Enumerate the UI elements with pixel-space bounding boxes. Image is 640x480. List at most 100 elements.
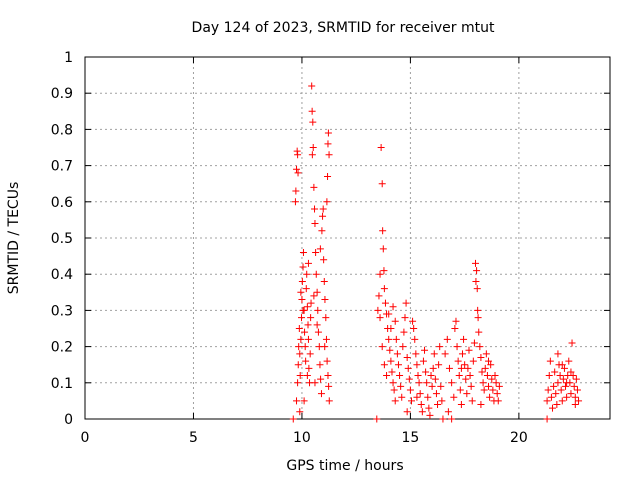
- y-tick-label: 0.7: [51, 159, 73, 175]
- data-point: [427, 372, 435, 380]
- data-point: [385, 335, 393, 343]
- data-point: [387, 325, 395, 332]
- data-point: [487, 361, 495, 369]
- data-point: [455, 372, 463, 380]
- data-point: [480, 386, 488, 394]
- data-point: [314, 306, 322, 314]
- data-point: [310, 292, 318, 300]
- data-point: [457, 364, 465, 372]
- data-point: [409, 317, 417, 325]
- data-point: [325, 382, 333, 390]
- data-point: [438, 397, 446, 405]
- data-point: [543, 397, 551, 405]
- data-point: [421, 346, 429, 354]
- data-point: [324, 372, 332, 380]
- data-point: [451, 325, 459, 332]
- data-point: [391, 397, 399, 405]
- data-point: [293, 165, 301, 173]
- y-tick-label: 1: [64, 50, 73, 66]
- data-point: [445, 364, 453, 372]
- data-point: [402, 299, 410, 307]
- data-point: [391, 317, 399, 325]
- data-points: [289, 82, 583, 423]
- axis-ticks: 00.10.20.30.40.50.60.70.80.910 5 10 15 20: [51, 50, 610, 446]
- data-point: [310, 183, 318, 191]
- data-point: [296, 408, 304, 416]
- data-point: [294, 169, 302, 177]
- data-point: [312, 248, 320, 256]
- data-point: [456, 386, 464, 394]
- data-point: [319, 205, 327, 213]
- data-point: [378, 180, 386, 188]
- data-point: [552, 390, 560, 398]
- data-point: [318, 227, 326, 235]
- data-point: [444, 408, 452, 416]
- data-point: [295, 343, 303, 351]
- data-point: [389, 303, 397, 311]
- data-point: [437, 382, 445, 390]
- data-point: [390, 386, 398, 394]
- data-point: [307, 299, 315, 307]
- data-point: [377, 144, 385, 151]
- data-point: [474, 314, 482, 322]
- gridlines: [85, 57, 610, 419]
- data-point: [294, 151, 302, 159]
- data-point: [463, 390, 471, 398]
- data-point: [311, 205, 319, 213]
- data-point: [378, 343, 386, 351]
- data-point: [547, 393, 555, 401]
- data-point: [380, 361, 388, 369]
- data-point: [411, 335, 419, 343]
- x-tick-label: 15: [401, 430, 419, 446]
- data-point: [323, 198, 331, 206]
- data-point: [302, 285, 310, 293]
- data-point: [291, 198, 299, 206]
- data-point: [300, 397, 308, 405]
- data-point: [423, 379, 431, 387]
- data-point: [485, 382, 493, 390]
- data-point: [571, 393, 579, 401]
- data-point: [387, 357, 395, 365]
- data-point: [575, 397, 583, 405]
- data-point: [474, 306, 482, 314]
- data-point: [373, 415, 381, 423]
- data-point: [403, 353, 411, 361]
- data-point: [405, 375, 413, 383]
- data-point: [322, 314, 330, 322]
- data-point: [563, 379, 571, 387]
- data-point: [317, 390, 325, 398]
- x-tick-label: 10: [293, 430, 311, 446]
- data-point: [398, 393, 406, 401]
- data-point: [477, 401, 485, 409]
- y-tick-label: 0.5: [51, 231, 73, 247]
- data-point: [308, 82, 316, 90]
- data-point: [312, 270, 320, 278]
- y-tick-label: 0.1: [51, 376, 73, 392]
- data-point: [294, 361, 302, 369]
- data-point: [479, 379, 487, 387]
- data-point: [551, 368, 559, 376]
- data-point: [399, 343, 407, 351]
- data-point: [448, 415, 456, 423]
- data-point: [569, 372, 577, 380]
- data-point: [406, 386, 414, 394]
- data-point: [478, 368, 486, 376]
- data-point: [383, 372, 391, 380]
- x-tick-label: 20: [510, 430, 528, 446]
- data-point: [308, 107, 316, 115]
- data-point: [429, 364, 437, 372]
- data-point: [554, 379, 562, 387]
- data-point: [298, 296, 306, 304]
- data-point: [434, 401, 442, 409]
- data-point: [469, 357, 477, 365]
- data-point: [374, 306, 382, 314]
- data-point: [424, 393, 432, 401]
- data-point: [475, 328, 483, 336]
- data-point: [299, 263, 307, 271]
- y-axis-label: SRMTID / TECUs: [6, 182, 22, 295]
- data-point: [311, 379, 319, 387]
- data-point: [380, 285, 388, 293]
- data-point: [556, 372, 564, 380]
- data-point: [296, 350, 304, 358]
- data-point: [464, 364, 472, 372]
